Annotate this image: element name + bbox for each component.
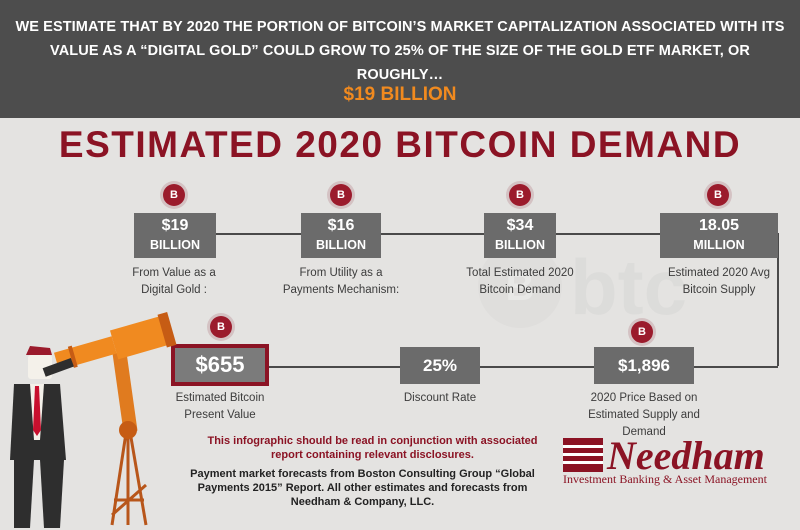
metric-value: $1,896 [618, 356, 670, 375]
metric-unit: MILLION [693, 238, 745, 252]
top-banner: WE ESTIMATE THAT BY 2020 THE PORTION OF … [0, 0, 800, 118]
bitcoin-coin-icon [163, 184, 185, 206]
metric-unit: BILLION [495, 238, 545, 252]
metric-value: $34 [506, 217, 534, 234]
metric-caption: From Utility as a Payments Mechanism: [282, 267, 400, 296]
bitcoin-coin-icon [631, 321, 653, 343]
metric-value: 18.05 [698, 217, 740, 234]
metric-value: $16 [327, 217, 355, 234]
metric-value: $19 [161, 217, 189, 234]
sources-text: Payment market forecasts from Boston Con… [190, 468, 535, 508]
needham-logo: Needham Investment Banking & Asset Manag… [563, 436, 773, 488]
metric-box: 18.05 MILLION [660, 213, 778, 258]
man-with-telescope-illustration [10, 312, 177, 528]
bitcoin-coin-icon [707, 184, 729, 206]
connector-row1 [195, 233, 725, 235]
logo-wordmark: Needham [607, 433, 765, 478]
connector-row2 [230, 366, 778, 368]
present-value-box: $655 [171, 344, 269, 386]
svg-text:B: B [506, 265, 535, 309]
metric-unit: BILLION [150, 238, 200, 252]
bitcoin-coin-icon [509, 184, 531, 206]
metric-caption: From Value as a Digital Gold : [132, 267, 216, 296]
connector-right-down [777, 233, 779, 366]
metric-caption: Total Estimated 2020 Bitcoin Demand [466, 267, 574, 296]
metric-box: $16 BILLION [301, 213, 381, 258]
banner-amount: $19 BILLION [343, 84, 457, 105]
metric-unit: BILLION [316, 238, 366, 252]
metric-caption: Estimated 2020 Avg Bitcoin Supply [667, 267, 771, 296]
metric-caption: Estimated Bitcoin Present Value [175, 392, 265, 421]
metric-caption: 2020 Price Based on Estimated Supply and… [588, 392, 700, 438]
metric-caption: Discount Rate [403, 392, 477, 404]
page-title: ESTIMATED 2020 BITCOIN DEMAND [58, 124, 742, 165]
metric-value: $655 [195, 352, 245, 377]
btc-watermark: B btc [478, 243, 687, 331]
price-box: $1,896 [594, 347, 694, 384]
discount-rate-box: 25% [400, 347, 480, 384]
bitcoin-coin-icon [210, 316, 232, 338]
logo-tagline: Investment Banking & Asset Management [563, 472, 767, 486]
metric-value: 25% [422, 356, 458, 375]
bitcoin-coin-icon [330, 184, 352, 206]
metric-box: $19 BILLION [134, 213, 216, 258]
logo-mark [563, 438, 603, 472]
disclaimer-text: This infographic should be read in conju… [207, 435, 538, 461]
banner-text: WE ESTIMATE THAT BY 2020 THE PORTION OF … [15, 19, 785, 83]
metric-box: $34 BILLION [484, 213, 556, 258]
